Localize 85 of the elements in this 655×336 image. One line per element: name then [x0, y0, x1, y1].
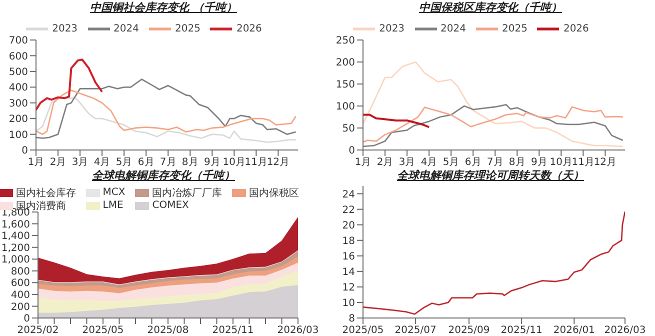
y-tick-label: 250: [336, 36, 355, 47]
x-tick-label: 2025/05: [82, 325, 124, 336]
x-tick-label: 9月: [204, 157, 220, 168]
y-tick-label: 400: [10, 290, 30, 301]
legend-label: MCX: [102, 186, 126, 199]
x-tick-label: 2025/08: [147, 325, 189, 336]
x-tick-label: 2025/09: [448, 325, 490, 336]
x-tick-label: 4月: [420, 157, 438, 168]
x-tick-label: 2025/05: [342, 325, 384, 336]
legend-label: 2025: [175, 24, 200, 35]
y-tick-label: 12: [342, 282, 355, 294]
x-tick-label: 5月: [116, 157, 132, 168]
legend-label: 2026: [236, 24, 262, 35]
y-tick-label: 200: [8, 114, 28, 126]
legend-label: COMEX: [151, 199, 190, 212]
y-tick-label: 0: [24, 314, 30, 325]
x-tick-label: 12月: [266, 157, 290, 168]
chart-title: 中国铜社会库存变化 （千吨）: [89, 0, 238, 16]
legend-label: LME: [102, 199, 124, 212]
x-tick-label: 11月: [572, 157, 595, 168]
y-tick-label: 8: [348, 314, 355, 325]
y-tick-label: 10: [342, 298, 355, 310]
x-tick-label: 3月: [72, 157, 88, 168]
y-tick-label: 100: [336, 102, 355, 113]
y-tick-label: 150: [336, 80, 355, 91]
y-tick-label: 0: [348, 146, 355, 157]
y-tick-label: 18: [342, 236, 355, 247]
legend-label: 2024: [440, 24, 466, 35]
legend-label: 2023: [52, 24, 78, 35]
legend-label: 2026: [563, 24, 589, 35]
x-tick-label: 8月: [182, 157, 198, 168]
y-tick-label: 22: [342, 204, 355, 216]
x-tick-label: 11月: [244, 157, 268, 168]
y-tick-label: 600: [10, 278, 30, 290]
y-tick-label: 50: [342, 124, 355, 135]
x-tick-label: 2026/03: [604, 325, 646, 336]
x-tick-label: 2026/01: [553, 325, 595, 336]
y-tick-label: 300: [8, 98, 28, 110]
x-tick-label: 5月: [442, 157, 460, 168]
x-tick-label: 8月: [508, 157, 526, 168]
y-tick-label: 1,400: [1, 231, 30, 242]
y-tick-label: 24: [342, 189, 355, 200]
legend-label: 国内冶炼厂厂库: [151, 186, 222, 199]
chart-title: 全球电解铜库存变化（千吨）: [91, 168, 236, 184]
x-tick-label: 2025/07: [394, 325, 436, 336]
legend-label: 2023: [379, 24, 405, 35]
y-tick-label: 0: [22, 146, 28, 157]
x-tick-label: 2025/11: [212, 325, 254, 336]
x-tick-label: 7月: [486, 157, 504, 168]
y-tick-label: 200: [336, 58, 355, 69]
x-tick-label: 2025/11: [500, 325, 542, 336]
legend-label: 2025: [502, 24, 528, 35]
y-tick-label: 1,000: [1, 254, 30, 266]
y-tick-label: 1,600: [1, 219, 30, 230]
x-tick-label: 1月: [28, 157, 44, 168]
x-tick-label: 2026/03: [277, 325, 319, 336]
x-tick-label: 12月: [594, 157, 617, 168]
legend-label: 2024: [114, 24, 139, 35]
legend-label: 国内社会库存: [14, 186, 76, 199]
chart-title: 全球电解铜库存理论可周转天数（天）: [396, 168, 585, 184]
x-tick-label: 2025/02: [17, 325, 59, 336]
x-tick-label: 6月: [464, 157, 482, 168]
y-tick-label: 100: [8, 130, 28, 141]
y-tick-label: 16: [342, 251, 355, 262]
x-tick-label: 4月: [94, 157, 110, 168]
chart-title: 中国保税区库存变化（千吨）: [418, 0, 563, 16]
x-tick-label: 6月: [138, 157, 154, 168]
x-tick-label: 7月: [160, 157, 176, 168]
y-tick-label: 500: [8, 66, 28, 78]
x-tick-label: 2月: [376, 157, 394, 168]
y-tick-label: 800: [10, 266, 30, 278]
y-tick-label: 14: [342, 266, 355, 278]
x-tick-label: 10月: [222, 157, 246, 168]
y-tick-label: 1,200: [1, 242, 30, 254]
y-tick-label: 600: [8, 51, 28, 62]
x-tick-label: 9月: [530, 157, 548, 168]
y-tick-label: 700: [8, 36, 28, 47]
y-tick-label: 20: [342, 220, 355, 232]
legend-label: 国内保税区: [248, 186, 300, 199]
x-tick-label: 1月: [354, 157, 372, 168]
y-tick-label: 400: [8, 82, 28, 94]
x-tick-label: 2月: [50, 157, 66, 168]
x-tick-label: 10月: [550, 157, 573, 168]
x-tick-label: 3月: [398, 157, 416, 168]
y-tick-label: 200: [10, 302, 30, 313]
